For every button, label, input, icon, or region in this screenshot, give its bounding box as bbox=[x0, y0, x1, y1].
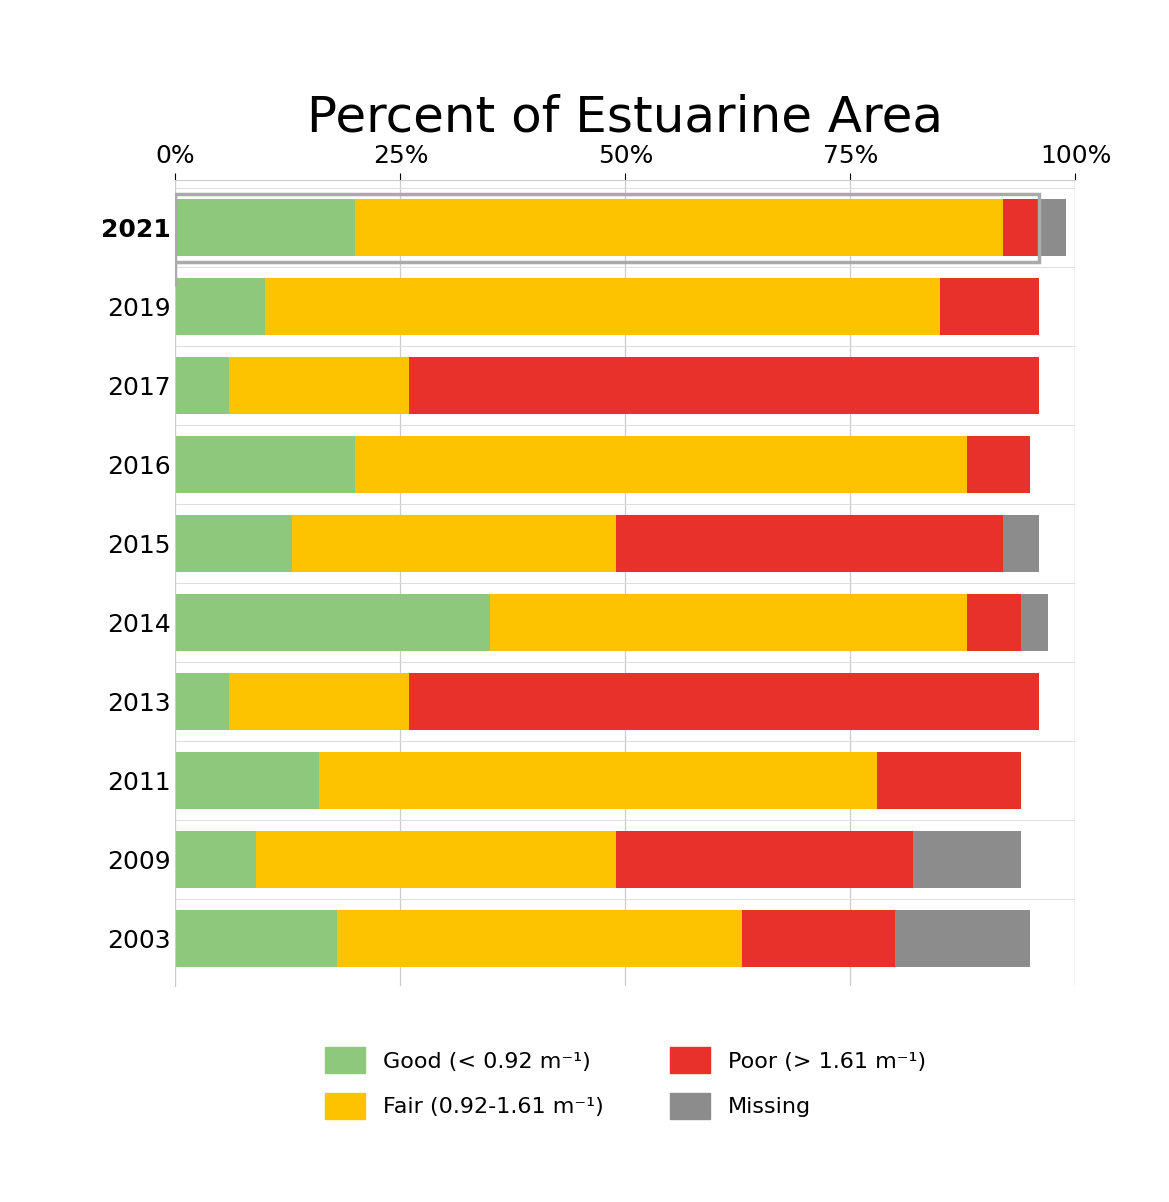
Bar bbox=[292, 516, 616, 572]
Bar bbox=[355, 200, 1003, 256]
Bar bbox=[1022, 594, 1049, 650]
Bar bbox=[229, 357, 409, 413]
Title: Percent of Estuarine Area: Percent of Estuarine Area bbox=[307, 94, 943, 142]
Bar bbox=[175, 516, 292, 572]
Bar bbox=[175, 910, 338, 966]
Bar bbox=[175, 752, 319, 809]
Bar bbox=[940, 278, 1039, 335]
Bar bbox=[175, 357, 229, 413]
Bar bbox=[878, 752, 1022, 809]
Bar bbox=[355, 436, 968, 493]
Bar bbox=[175, 831, 256, 888]
Bar bbox=[175, 200, 355, 256]
Legend: Good (< 0.92 m⁻¹), Fair (0.92-1.61 m⁻¹), Poor (> 1.61 m⁻¹), Missing: Good (< 0.92 m⁻¹), Fair (0.92-1.61 m⁻¹),… bbox=[316, 1039, 935, 1127]
Bar bbox=[1003, 200, 1039, 256]
Bar bbox=[229, 673, 409, 730]
Bar bbox=[490, 594, 968, 650]
Bar bbox=[968, 436, 1031, 493]
Bar bbox=[175, 594, 490, 650]
Bar bbox=[265, 278, 941, 335]
Bar bbox=[742, 910, 895, 966]
Bar bbox=[616, 831, 913, 888]
Bar bbox=[338, 910, 742, 966]
Bar bbox=[175, 278, 265, 335]
Bar bbox=[409, 673, 1039, 730]
Bar bbox=[256, 831, 616, 888]
Bar bbox=[968, 594, 1022, 650]
Bar bbox=[616, 516, 1003, 572]
Bar bbox=[1003, 516, 1039, 572]
Bar bbox=[409, 357, 1039, 413]
Bar bbox=[913, 831, 1022, 888]
Bar bbox=[319, 752, 878, 809]
Bar bbox=[175, 436, 355, 493]
Bar bbox=[1039, 200, 1066, 256]
Bar bbox=[175, 673, 229, 730]
Bar bbox=[895, 910, 1031, 966]
